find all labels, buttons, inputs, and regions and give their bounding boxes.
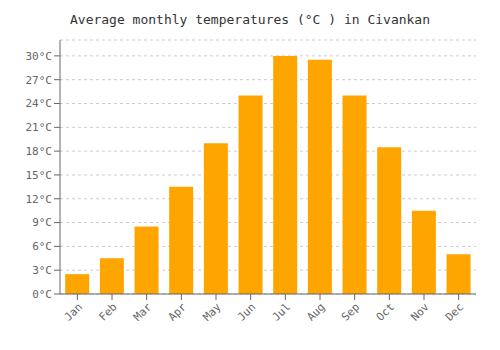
svg-text:Aug: Aug: [304, 300, 327, 323]
svg-text:May: May: [200, 300, 224, 324]
svg-text:Oct: Oct: [374, 300, 397, 323]
svg-text:6°C: 6°C: [32, 240, 52, 253]
svg-text:3°C: 3°C: [32, 264, 52, 277]
svg-text:Mar: Mar: [131, 300, 155, 324]
svg-text:Dec: Dec: [443, 300, 466, 323]
svg-text:Nov: Nov: [408, 300, 432, 324]
svg-text:21°C: 21°C: [26, 121, 53, 134]
svg-text:30°C: 30°C: [26, 50, 53, 63]
svg-text:Jan: Jan: [62, 300, 85, 323]
svg-text:Jul: Jul: [270, 300, 293, 323]
html-text:Average monthly temperatures (: Average monthly temperatures (°C ) in Ci…: [70, 12, 430, 27]
svg-text:24°C: 24°C: [26, 97, 53, 110]
svg-text:0°C: 0°C: [32, 288, 52, 301]
svg-text:18°C: 18°C: [26, 145, 53, 158]
svg-text:Jun: Jun: [235, 300, 258, 323]
svg-text:Sep: Sep: [339, 300, 362, 323]
svg-text:Feb: Feb: [96, 300, 119, 323]
svg-text:15°C: 15°C: [26, 169, 53, 182]
svg-text:9°C: 9°C: [32, 216, 52, 229]
svg-text:27°C: 27°C: [26, 74, 53, 87]
svg-text:Apr: Apr: [166, 300, 190, 324]
svg-text:12°C: 12°C: [26, 193, 53, 206]
